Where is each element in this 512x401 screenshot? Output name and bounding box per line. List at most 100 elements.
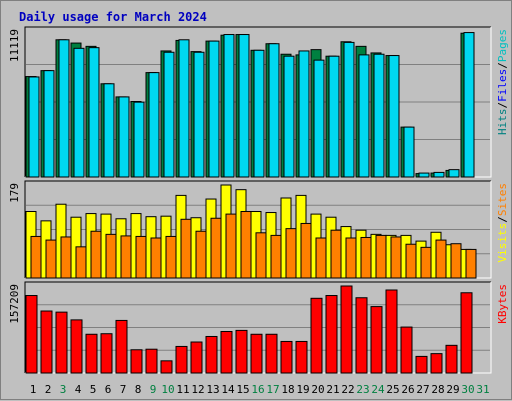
bar-files: [403, 126, 415, 178]
bar-kbytes: [205, 335, 218, 374]
bar-sites: [375, 234, 387, 279]
panel-bars: [25, 285, 473, 374]
bar-kbytes: [145, 348, 158, 374]
panel-legend: Hits/Files/Pages: [496, 29, 509, 135]
bar-sites: [285, 228, 297, 279]
x-tick-label: 20: [311, 383, 324, 396]
bar-files: [118, 96, 130, 178]
bar-kbytes: [295, 340, 308, 374]
bar-files: [343, 41, 355, 178]
bar-kbytes: [370, 306, 383, 374]
legend-item: Pages: [496, 29, 509, 62]
bar-kbytes: [385, 289, 398, 374]
panel-bars: [25, 184, 477, 279]
bar-kbytes: [280, 340, 293, 374]
bar-sites: [210, 217, 222, 279]
bar-files: [433, 171, 445, 178]
bar-sites: [135, 235, 147, 279]
bar-kbytes: [40, 310, 53, 374]
bar-sites: [255, 232, 267, 279]
bar-kbytes: [430, 353, 443, 374]
panel-bars: [25, 32, 475, 178]
chart-title: Daily usage for March 2024: [19, 10, 207, 24]
x-tick-label: 7: [120, 383, 127, 396]
bar-files: [103, 83, 115, 178]
bar-sites: [75, 246, 87, 279]
bar-kbytes: [55, 311, 68, 374]
legend-text: Visits/Sites: [496, 183, 509, 263]
bar-sites: [165, 235, 177, 279]
x-tick-label: 4: [75, 383, 82, 396]
x-tick-label: 2: [45, 383, 52, 396]
panel-2: 179 Visits/Sites: [8, 180, 509, 279]
bar-files: [133, 101, 145, 178]
x-tick-label: 10: [161, 383, 174, 396]
bar-files: [373, 53, 385, 178]
x-tick-label: 31: [476, 383, 489, 396]
x-tick-label: 28: [431, 383, 444, 396]
x-tick-label: 8: [135, 383, 142, 396]
x-tick-label: 15: [236, 383, 249, 396]
legend-text: KBytes: [496, 284, 509, 324]
bar-sites: [225, 213, 237, 279]
bar-files: [418, 172, 430, 178]
bar-sites: [120, 235, 132, 279]
bar-sites: [465, 248, 477, 279]
panel-3: 157209 KBytes: [8, 281, 509, 374]
x-tick-label: 24: [371, 383, 385, 396]
bar-kbytes: [160, 360, 173, 374]
x-tick-label: 13: [206, 383, 219, 396]
bar-sites: [60, 236, 72, 279]
bar-files: [28, 76, 40, 178]
bar-files: [268, 43, 280, 178]
bar-files: [388, 55, 400, 178]
legend-item: Files: [496, 69, 509, 102]
bar-kbytes: [115, 319, 128, 374]
bar-sites: [435, 239, 447, 279]
bar-kbytes: [70, 319, 83, 374]
x-tick-label: 22: [341, 383, 354, 396]
x-tick-label: 26: [401, 383, 414, 396]
bar-kbytes: [130, 349, 143, 374]
x-tick-label: 9: [150, 383, 157, 396]
bar-files: [223, 34, 235, 178]
legend-separator: /: [496, 216, 509, 223]
bar-sites: [315, 237, 327, 279]
x-tick-label: 3: [60, 383, 67, 396]
bar-kbytes: [325, 295, 338, 374]
bar-files: [328, 55, 340, 178]
bar-sites: [360, 236, 372, 279]
panel-border-top: [24, 180, 491, 278]
x-tick-label: 30: [461, 383, 474, 396]
bar-sites: [240, 210, 252, 279]
bar-kbytes: [25, 295, 38, 374]
bar-kbytes: [250, 333, 263, 374]
bar-files: [73, 47, 85, 178]
x-tick-label: 1: [30, 383, 37, 396]
bar-files: [238, 34, 250, 178]
legend-separator: /: [496, 102, 509, 109]
bar-sites: [405, 243, 417, 279]
bar-files: [163, 51, 175, 178]
bar-kbytes: [400, 326, 413, 374]
panel-border-top: [24, 281, 491, 373]
panel-max-label: 179: [8, 183, 21, 203]
legend-separator: /: [496, 62, 509, 69]
bar-files: [283, 55, 295, 178]
bar-files: [43, 70, 55, 178]
bar-files: [58, 39, 70, 178]
bar-sites: [300, 222, 312, 279]
bar-files: [298, 50, 310, 178]
bar-sites: [420, 246, 432, 279]
bar-sites: [450, 243, 462, 279]
bar-sites: [195, 230, 207, 279]
bar-files: [448, 169, 460, 178]
legend-item: Visits: [496, 223, 509, 263]
panel-max-label: 157209: [8, 284, 21, 324]
bar-files: [193, 51, 205, 178]
legend-item: Hits: [496, 109, 509, 136]
bar-sites: [90, 230, 102, 279]
